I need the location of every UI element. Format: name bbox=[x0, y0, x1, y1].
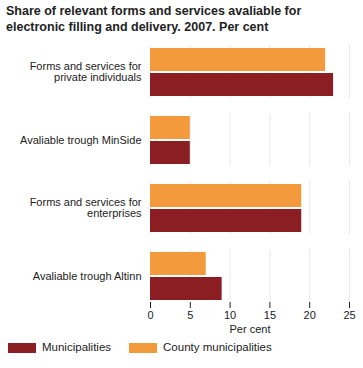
svg-text:Forms and services forprivate: Forms and services forprivate individual… bbox=[30, 60, 142, 83]
svg-text:Forms and services forenterpri: Forms and services forenterprises bbox=[30, 196, 142, 219]
svg-text:Avaliable trough Altinn: Avaliable trough Altinn bbox=[33, 270, 142, 282]
svg-text:Avaliable trough MinSide: Avaliable trough MinSide bbox=[20, 134, 141, 146]
svg-text:20: 20 bbox=[304, 310, 316, 322]
svg-text:5: 5 bbox=[187, 310, 193, 322]
svg-text:15: 15 bbox=[264, 310, 276, 322]
html-text:Share of relevant forms and se: Share of relevant forms and services ava… bbox=[6, 4, 302, 34]
svg-text:10: 10 bbox=[224, 310, 236, 322]
svg-text:0: 0 bbox=[147, 310, 153, 322]
html-text:County municipalities: County municipalities bbox=[163, 341, 272, 354]
html-text:Municipalities: Municipalities bbox=[42, 341, 111, 354]
svg-text:25: 25 bbox=[343, 310, 355, 322]
svg-text:Per cent: Per cent bbox=[230, 323, 271, 335]
